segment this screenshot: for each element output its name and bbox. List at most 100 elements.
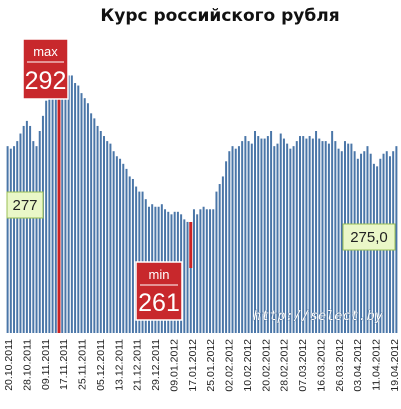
bar xyxy=(115,156,118,333)
bar xyxy=(93,118,96,334)
max-callout-box xyxy=(22,38,69,100)
bar xyxy=(302,136,305,333)
bar xyxy=(189,224,192,333)
bar xyxy=(270,131,273,333)
bar xyxy=(35,146,38,333)
bar xyxy=(205,209,208,333)
bar xyxy=(209,209,212,333)
start-value-label: 277 xyxy=(12,197,37,214)
bar xyxy=(83,98,86,333)
bar xyxy=(247,141,250,333)
x-tick-label: 29.12.2011 xyxy=(150,339,162,391)
bar xyxy=(99,131,102,333)
x-tick-label: 25.11.2011 xyxy=(77,339,89,390)
bar xyxy=(67,75,70,333)
bar xyxy=(308,136,311,333)
bar xyxy=(292,146,295,333)
bar xyxy=(86,103,89,333)
bar xyxy=(122,163,125,333)
bar xyxy=(38,131,41,333)
bar xyxy=(80,93,83,334)
min-callout-box xyxy=(135,261,183,321)
x-tick-label: 13.12.2011 xyxy=(113,339,125,391)
bar xyxy=(70,75,73,333)
bar xyxy=(299,136,301,333)
bar xyxy=(64,83,67,333)
x-tick-label: 11.04.2012 xyxy=(371,339,383,391)
bar xyxy=(218,184,221,333)
bar xyxy=(237,146,240,333)
bar xyxy=(54,75,57,333)
bar xyxy=(45,100,48,333)
bar xyxy=(106,141,109,333)
bar xyxy=(103,136,105,333)
bar xyxy=(318,138,321,333)
bar xyxy=(324,141,327,333)
bar xyxy=(315,131,318,333)
bar xyxy=(41,115,44,333)
x-tick-label: 03.04.2012 xyxy=(352,339,364,392)
bar xyxy=(266,136,269,333)
x-tick-label: 17.01.2012 xyxy=(187,339,199,392)
start-value-box xyxy=(6,191,44,219)
end-value-label: 275,0 xyxy=(350,229,388,246)
bar xyxy=(395,146,398,333)
x-tick-label: 02.02.2012 xyxy=(224,339,236,392)
bar xyxy=(282,138,285,333)
bar xyxy=(51,85,54,333)
bar xyxy=(327,143,330,334)
bar xyxy=(61,90,64,333)
bar xyxy=(13,146,16,333)
x-tick-label: 28.10.2011 xyxy=(21,339,33,391)
bar xyxy=(334,141,337,333)
bar xyxy=(311,138,314,333)
bar xyxy=(131,178,134,333)
bar xyxy=(29,125,32,333)
end-value-box xyxy=(342,223,396,251)
bar xyxy=(25,120,28,334)
bar xyxy=(199,209,202,333)
bar xyxy=(231,146,234,333)
x-tick-label: 19.04.2012 xyxy=(389,339,401,392)
x-tick-label: 20.10.2011 xyxy=(3,339,15,391)
bar xyxy=(125,168,128,334)
bar xyxy=(74,83,77,333)
bar xyxy=(128,176,131,333)
min-callout-label: min xyxy=(149,267,170,282)
bar xyxy=(77,85,80,333)
min-callout-value: 261 xyxy=(138,289,180,317)
bar xyxy=(228,151,231,333)
x-tick-label: 07.03.2012 xyxy=(297,339,309,392)
bar xyxy=(135,186,138,333)
x-tick-label: 09.01.2012 xyxy=(168,339,180,392)
chart-title: Курс российского рубля xyxy=(100,6,339,26)
x-axis-tick-labels: 20.10.2011 28.10.2011 09.11.2011 17.11.2011… xyxy=(3,339,401,392)
bar xyxy=(260,138,263,333)
watermark-text: http://select.by xyxy=(253,308,384,324)
x-tick-label: 09.11.2011 xyxy=(40,339,52,390)
x-tick-label: 17.11.2011 xyxy=(58,339,70,390)
bar xyxy=(225,161,228,333)
bar xyxy=(19,133,22,333)
bar xyxy=(305,138,308,333)
bar xyxy=(22,125,25,333)
bar xyxy=(32,141,35,333)
bar xyxy=(250,143,253,334)
bar xyxy=(337,148,340,333)
x-tick-label: 21.12.2011 xyxy=(132,339,144,391)
bar xyxy=(48,90,51,333)
bar xyxy=(244,136,247,333)
bar xyxy=(276,143,279,334)
bar xyxy=(6,146,9,333)
bar xyxy=(109,143,112,334)
max-callout-label: max xyxy=(33,44,58,59)
bar xyxy=(192,209,195,333)
max-callout-value: 292 xyxy=(25,67,67,95)
bar xyxy=(202,206,205,333)
bar xyxy=(289,148,292,333)
bar xyxy=(331,131,334,333)
x-tick-label: 26.03.2012 xyxy=(334,339,346,392)
bar xyxy=(212,209,215,333)
